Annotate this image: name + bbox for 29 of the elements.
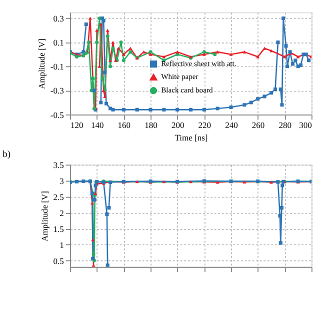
- x-tick-label: 200: [171, 120, 184, 130]
- y-tick-label: 0.5: [53, 256, 64, 266]
- x-axis-title: Time [ns]: [174, 132, 208, 143]
- y-tick-label: -0.1: [50, 62, 64, 72]
- x-tick-label: 280: [278, 120, 292, 130]
- y-axis-title: Amplitude [V]: [40, 190, 50, 242]
- legend-label: Reflective sheet with att.: [161, 58, 236, 68]
- y-tick-label: 1.5: [53, 224, 64, 234]
- y-tick-label: -0.3: [50, 86, 64, 96]
- x-tick-label: 220: [198, 120, 212, 130]
- x-tick-label: 120: [70, 120, 84, 130]
- y-tick-label: -0.5: [50, 110, 64, 120]
- x-tick-label: 180: [144, 120, 158, 130]
- y-tick-label: 0.1: [53, 38, 64, 48]
- x-tick-label: 300: [299, 120, 312, 130]
- y-tick-label: 3: [60, 176, 64, 186]
- x-tick-label: 140: [90, 120, 104, 130]
- y-tick-label: 2.5: [53, 192, 64, 202]
- y-tick-label: 1: [60, 240, 64, 250]
- legend-label: White paper: [161, 72, 199, 82]
- text: b): [2, 150, 10, 160]
- x-tick-label: 260: [252, 120, 265, 130]
- legend-label: Black card board: [161, 85, 213, 94]
- y-tick-label: 2: [60, 208, 64, 218]
- x-tick-label: 160: [118, 120, 131, 130]
- y-tick-label: 0.3: [53, 14, 64, 24]
- y-axis-title: Amplitude [V]: [36, 38, 47, 90]
- y-tick-label: 3.5: [53, 160, 64, 170]
- x-tick-label: 240: [225, 120, 238, 130]
